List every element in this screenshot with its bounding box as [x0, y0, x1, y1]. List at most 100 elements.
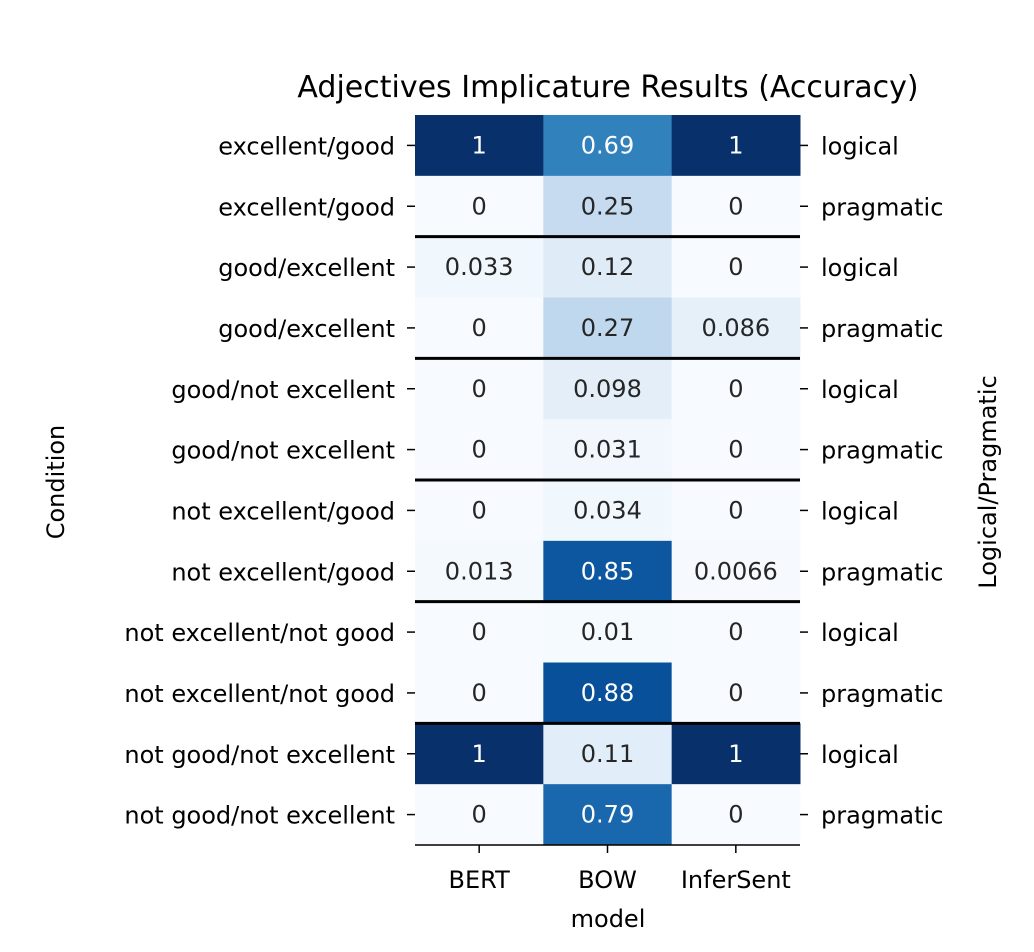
- y-tick-label: excellent/good: [218, 193, 395, 221]
- y-tick-label: not good/not excellent: [124, 741, 395, 769]
- heatmap-cell: [543, 723, 673, 785]
- heatmap-cell: [415, 358, 544, 420]
- group-separators: [415, 235, 800, 725]
- cell-value-label: 0: [472, 801, 487, 829]
- right-tick-label: pragmatic: [821, 802, 943, 830]
- y-tick-label: good/not excellent: [171, 437, 395, 465]
- cell-value-label: 0.086: [701, 314, 770, 342]
- cell-value-label: 0.25: [581, 192, 634, 220]
- cell-value-label: 0.27: [581, 314, 634, 342]
- heatmap-cell: [415, 784, 544, 846]
- cell-value-label: 0.01: [581, 618, 634, 646]
- heatmap-cell: [415, 540, 544, 603]
- heatmap-cell: [543, 480, 673, 542]
- right-tick-label: logical: [821, 619, 899, 647]
- cell-value-label: 0.88: [581, 679, 634, 707]
- cell-value-label: 0.031: [573, 436, 642, 464]
- heatmap-cell: [543, 297, 673, 359]
- cell-value-label: 0: [472, 314, 487, 342]
- y-tick-labels: excellent/good excellent/good good/excelle…: [124, 132, 415, 830]
- cell-value-label: 0: [728, 436, 743, 464]
- cell-value-label: 0: [728, 801, 743, 829]
- cell-value-label: 0: [728, 618, 743, 646]
- right-tick-labels: logical pragmatic logical pragmatic logical p…: [800, 132, 943, 830]
- heatmap-cell: [543, 358, 673, 420]
- heatmap-cell: [671, 419, 801, 481]
- heatmap-cell: [415, 115, 544, 177]
- chart-title: Adjectives Implicature Results (Accuracy…: [297, 70, 918, 105]
- cell-value-label: 1: [472, 131, 487, 159]
- y-tick-label: not excellent/not good: [124, 680, 395, 708]
- heatmap-cell: [671, 358, 801, 420]
- heatmap-cells: [415, 115, 801, 846]
- right-tick-label: logical: [821, 497, 899, 525]
- heatmap-cell: [671, 784, 801, 846]
- heatmap-cell: [671, 662, 801, 724]
- right-y-axis-label: Logical/Pragmatic: [974, 375, 1002, 588]
- cell-value-label: 0.69: [581, 131, 634, 159]
- x-tick-label: BERT: [449, 866, 511, 894]
- x-tick-labels: BERT BOW InferSent: [415, 844, 800, 894]
- y-axis-label: Condition: [42, 425, 70, 540]
- cell-value-label: 0.098: [573, 375, 642, 403]
- y-tick-label: not excellent/good: [171, 558, 395, 586]
- right-tick-label: pragmatic: [821, 437, 943, 465]
- cell-value-label: 0: [472, 618, 487, 646]
- x-axis-label: model: [571, 905, 646, 933]
- heatmap-cell: [671, 540, 801, 603]
- cell-value-label: 0.0066: [694, 557, 778, 585]
- cell-value-label: 1: [728, 740, 743, 768]
- cell-value-label: 0.85: [581, 557, 634, 585]
- cell-value-label: 0: [472, 679, 487, 707]
- heatmap-cell: [415, 419, 544, 481]
- cell-value-label: 0.034: [573, 496, 642, 524]
- heatmap-cell: [415, 601, 544, 663]
- right-tick-label: pragmatic: [821, 315, 943, 343]
- heatmap-cell: [671, 480, 801, 542]
- heatmap-cell: [543, 236, 673, 298]
- heatmap-cell: [543, 115, 673, 177]
- cell-value-label: 0.12: [581, 253, 634, 281]
- y-tick-label: not excellent/good: [171, 497, 395, 525]
- cell-value-label: 1: [472, 740, 487, 768]
- cell-value-label: 0.033: [445, 253, 514, 281]
- right-tick-label: logical: [821, 376, 899, 404]
- heatmap-cell: [671, 601, 801, 663]
- cell-value-label: 0: [472, 436, 487, 464]
- heatmap-cell: [671, 297, 801, 359]
- heatmap-cell: [415, 662, 544, 724]
- y-tick-label: excellent/good: [218, 132, 395, 160]
- cell-annotations: 1 0.69 1 0 0.25 0 0.033 0.12 0 0 0.27 0.086 0 0.098 0 0…: [445, 131, 778, 828]
- heatmap-cell: [543, 175, 673, 238]
- y-tick-label: good/not excellent: [171, 376, 395, 404]
- heatmap-cell: [671, 115, 801, 177]
- heatmap-cell: [671, 175, 801, 238]
- cell-value-label: 0.79: [581, 801, 634, 829]
- heatmap-cell: [543, 419, 673, 481]
- heatmap-cell: [415, 480, 544, 542]
- right-tick-label: pragmatic: [821, 193, 943, 221]
- cell-value-label: 0: [728, 375, 743, 403]
- y-tick-label: not excellent/not good: [124, 619, 395, 647]
- heatmap-cell: [543, 662, 673, 724]
- heatmap-cell: [671, 236, 801, 298]
- right-tick-label: logical: [821, 254, 899, 282]
- cell-value-label: 0: [728, 496, 743, 524]
- right-tick-label: pragmatic: [821, 558, 943, 586]
- right-tick-label: logical: [821, 132, 899, 160]
- y-tick-label: good/excellent: [218, 254, 395, 282]
- cell-value-label: 0: [728, 253, 743, 281]
- y-tick-label: good/excellent: [218, 315, 395, 343]
- heatmap-cell: [415, 297, 544, 359]
- cell-value-label: 0: [472, 496, 487, 524]
- right-tick-label: pragmatic: [821, 680, 943, 708]
- heatmap-cell: [671, 723, 801, 785]
- cell-value-label: 0: [728, 192, 743, 220]
- cell-value-label: 0: [472, 192, 487, 220]
- cell-value-label: 0: [472, 375, 487, 403]
- heatmap-cell: [543, 540, 673, 603]
- x-tick-label: InferSent: [681, 866, 791, 894]
- cell-value-label: 1: [728, 131, 743, 159]
- heatmap-cell: [543, 601, 673, 663]
